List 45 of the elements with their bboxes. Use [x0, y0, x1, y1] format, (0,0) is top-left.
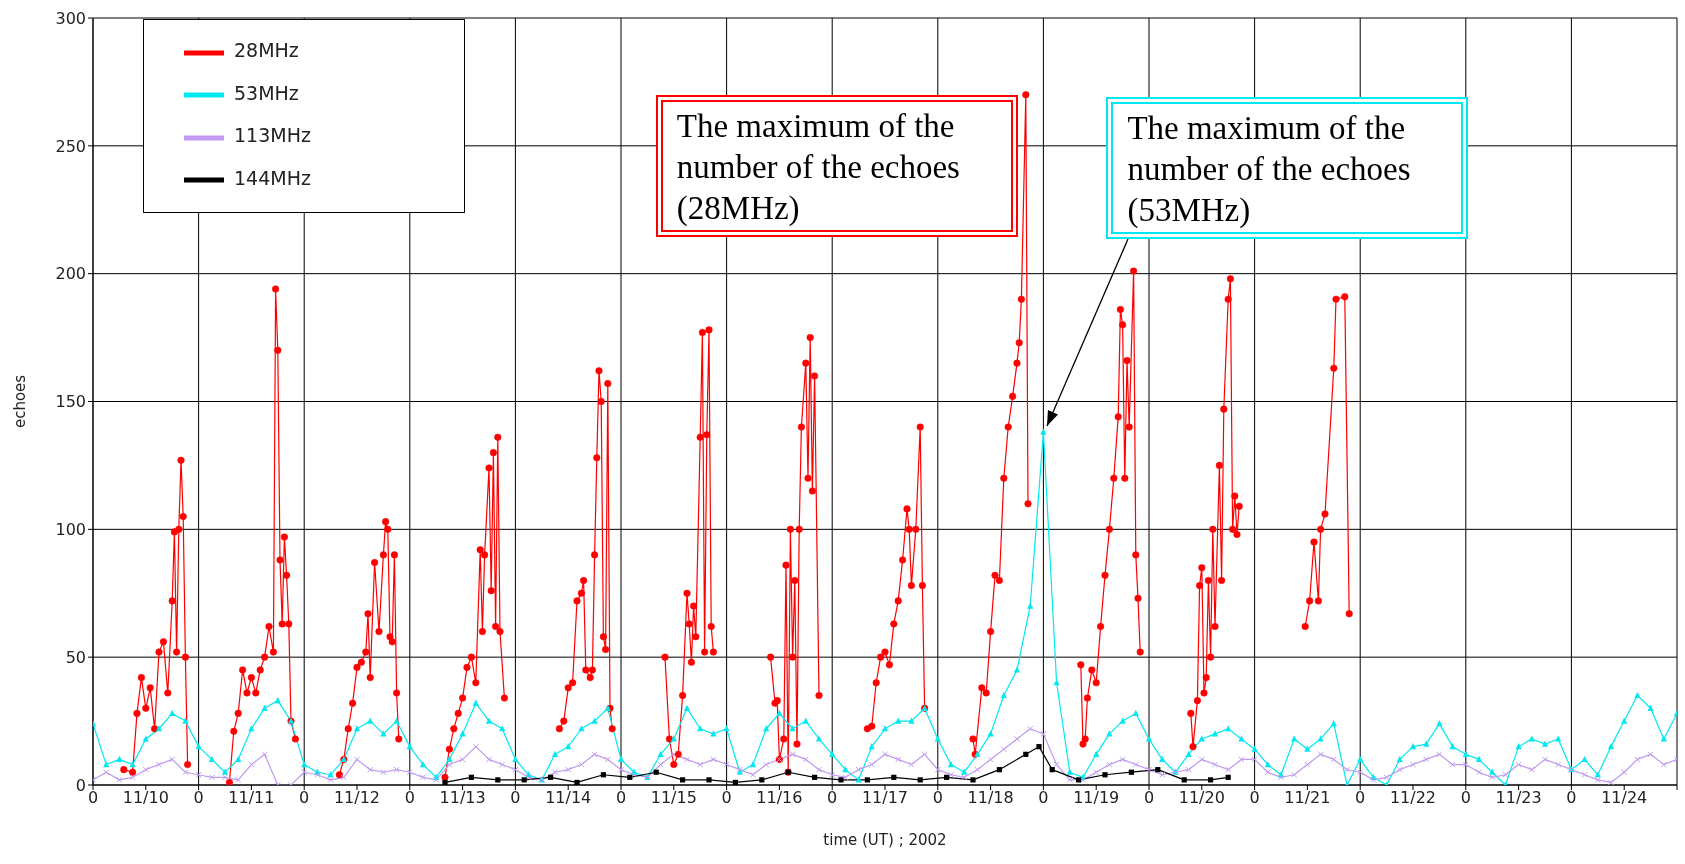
- y-tick-label: 50: [65, 647, 86, 667]
- x-tick-label: 11/10: [122, 788, 169, 808]
- x-tick-label: 11/19: [1073, 788, 1120, 808]
- legend-label: 28MHz: [234, 39, 299, 61]
- x-tick-label: 0: [299, 788, 310, 808]
- x-tick-label: 0: [404, 788, 415, 808]
- x-tick-label: 11/23: [1495, 788, 1542, 808]
- legend-label: 144MHz: [234, 166, 311, 189]
- x-tick-label: 0: [1038, 788, 1049, 808]
- x-tick-label: 0: [1249, 788, 1260, 808]
- x-tick-label: 11/18: [967, 788, 1014, 808]
- y-axis-title: echoes: [11, 374, 30, 429]
- x-tick-label: 11/14: [545, 788, 592, 808]
- x-tick-label: 0: [827, 788, 838, 808]
- x-tick-label: 0: [87, 788, 99, 808]
- y-tick-label: 100: [55, 520, 86, 540]
- x-tick-label: 11/11: [228, 788, 275, 808]
- x-tick-label: 0: [510, 788, 521, 808]
- x-tick-label: 0: [1143, 788, 1155, 808]
- x-tick-label: 0: [1460, 788, 1471, 808]
- y-tick-label: 0: [75, 775, 86, 795]
- x-tick-label: 0: [1566, 788, 1577, 808]
- legend-label: 113MHz: [234, 124, 311, 146]
- annotation: The maximum of the number of the echoes (53MHz): [1106, 97, 1469, 240]
- x-tick-label: 0: [1355, 788, 1366, 808]
- x-tick-label: 0: [721, 788, 732, 808]
- annotation: The maximum of the number of the echoes (28MHz): [655, 94, 1018, 237]
- x-tick-label: 11/22: [1389, 788, 1437, 808]
- y-tick-label: 200: [55, 264, 86, 284]
- y-tick-label: 300: [55, 8, 86, 28]
- x-tick-label: 11/17: [861, 788, 909, 808]
- x-tick-label: 0: [193, 788, 204, 808]
- x-tick-label: 0: [932, 788, 943, 808]
- x-tick-label: 11/16: [756, 788, 803, 808]
- y-tick-label: 250: [55, 136, 86, 156]
- x-tick-label: 0: [615, 788, 627, 808]
- legend-label: 53MHz: [234, 81, 299, 104]
- y-tick-label: 150: [55, 392, 86, 412]
- x-tick-label: 11/24: [1601, 788, 1648, 808]
- x-tick-label: 11/12: [333, 788, 381, 808]
- x-axis-title: time (UT) ; 2002: [823, 831, 947, 849]
- x-tick-label: 11/13: [439, 788, 486, 808]
- x-tick-label: 11/21: [1284, 788, 1331, 808]
- x-tick-label: 11/20: [1178, 788, 1225, 808]
- x-tick-label: 11/15: [650, 788, 697, 808]
